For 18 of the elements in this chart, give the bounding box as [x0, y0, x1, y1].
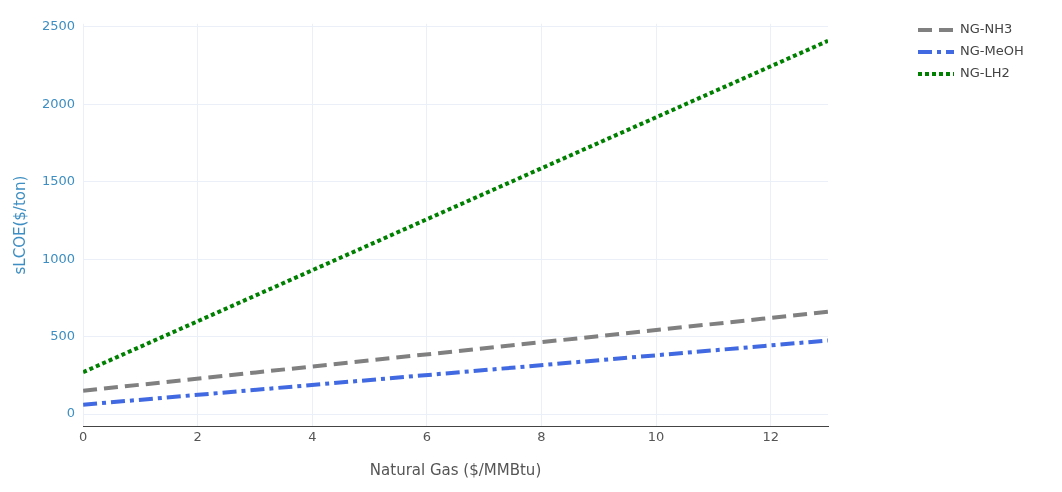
- x-tick-label: 4: [308, 428, 317, 444]
- x-tick-label: 10: [647, 428, 665, 444]
- x-tick-label: 6: [422, 428, 432, 444]
- legend-label: NG-NH3: [960, 21, 1013, 37]
- legend-label: NG-LH2: [960, 65, 1010, 81]
- legend-label: NG-MeOH: [960, 43, 1024, 59]
- y-tick-label: 500: [50, 327, 76, 343]
- y-tick-label: 1500: [41, 173, 76, 189]
- x-tick-label: 0: [78, 428, 88, 444]
- y-tick-label: 2500: [41, 18, 76, 34]
- y-axis-title: sLCOE($/ton): [10, 175, 29, 275]
- y-tick-label: 2000: [41, 95, 76, 111]
- x-tick-label: 12: [762, 428, 779, 444]
- x-tick-label: 2: [193, 428, 202, 444]
- x-tick-label: 8: [537, 428, 546, 444]
- x-axis-title: Natural Gas ($/MMBtu): [369, 460, 542, 479]
- y-tick-label: 1000: [41, 250, 76, 266]
- y-tick-label: 0: [66, 405, 76, 421]
